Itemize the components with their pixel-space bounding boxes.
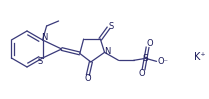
Text: S: S [143, 54, 148, 63]
Text: O: O [146, 39, 153, 48]
Text: S: S [109, 22, 114, 30]
Text: O: O [138, 69, 145, 78]
Text: O: O [85, 74, 91, 83]
Text: O⁻: O⁻ [157, 57, 168, 66]
Text: K⁺: K⁺ [194, 52, 206, 62]
Text: N: N [104, 47, 111, 56]
Text: N: N [41, 32, 48, 41]
Text: S: S [38, 57, 43, 66]
